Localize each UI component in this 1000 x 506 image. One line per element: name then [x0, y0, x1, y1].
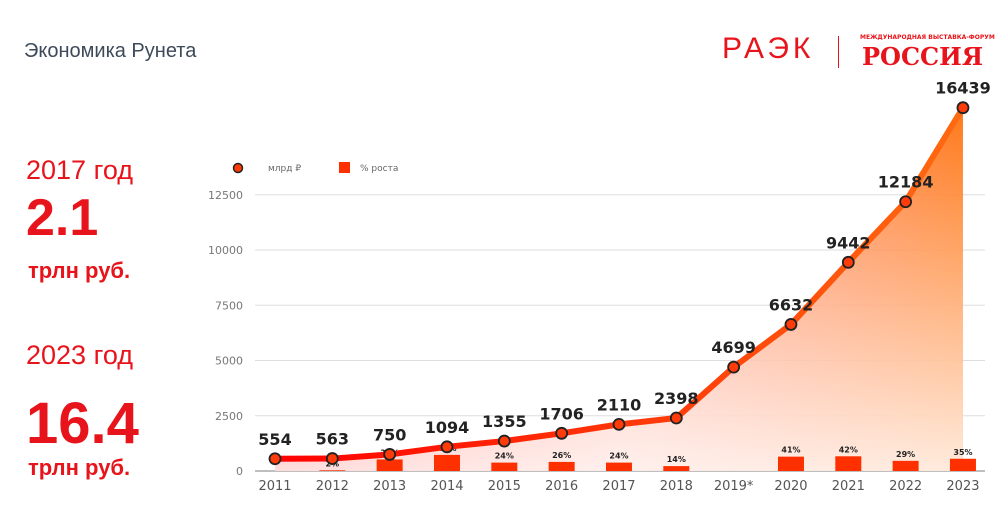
legend: млрд ₽ % роста	[210, 162, 398, 174]
data-point	[841, 255, 855, 269]
area-fade	[275, 107, 963, 472]
data-point	[669, 411, 683, 425]
x-tick-label: 2012	[316, 479, 349, 494]
stat-year-2017: 2017 год	[26, 155, 133, 185]
growth-bar	[835, 456, 862, 471]
page-title: Экономика Рунета	[24, 40, 197, 62]
data-label: 563	[316, 430, 349, 449]
data-point	[956, 101, 970, 115]
data-point	[440, 440, 454, 454]
data-point	[325, 452, 339, 465]
x-tick-label: 2016	[545, 479, 578, 494]
data-label: 2110	[597, 395, 642, 414]
growth-bar	[491, 462, 518, 471]
russia-logo: РОССИЯ	[862, 42, 983, 71]
y-tick-label: 0	[236, 465, 243, 478]
data-label: 750	[373, 425, 406, 444]
y-tick-label: 7500	[215, 299, 243, 312]
data-label: 1094	[425, 418, 470, 437]
x-tick-label: 2019*	[714, 479, 754, 494]
growth-bar-label: 14%	[667, 455, 686, 464]
data-point	[555, 426, 569, 440]
growth-bar	[433, 454, 460, 471]
legend-label-bar: % роста	[360, 164, 398, 174]
data-label: 12184	[878, 173, 934, 192]
data-label: 9442	[826, 233, 871, 252]
y-tick-label: 5000	[215, 355, 243, 368]
y-tick-label: 2500	[215, 410, 243, 423]
x-tick-label: 2011	[258, 479, 291, 494]
growth-bar	[777, 456, 804, 471]
growth-bar-label: 26%	[552, 451, 571, 460]
growth-bar	[663, 466, 690, 471]
data-point	[784, 318, 798, 331]
x-tick-label: 2013	[373, 479, 406, 494]
growth-bar-label: 29%	[896, 450, 915, 459]
growth-bar-label: 24%	[495, 452, 514, 461]
legend-bar-swatch	[339, 162, 350, 173]
data-label: 16439	[935, 79, 991, 98]
stat-unit-2017: трлн руб.	[28, 258, 131, 283]
russia-logo-subtitle: МЕЖДУНАРОДНАЯ ВЫСТАВКА-ФОРУМ	[860, 34, 995, 41]
data-point	[612, 417, 626, 431]
x-tick-label: 2023	[946, 479, 979, 494]
data-label: 4699	[711, 338, 756, 357]
growth-bar-label: 42%	[839, 445, 858, 454]
growth-bar	[605, 462, 632, 471]
x-tick-label: 2017	[602, 479, 635, 494]
growth-bar-label: 41%	[781, 446, 800, 455]
raek-logo: РАЭК	[722, 32, 815, 65]
data-point	[383, 448, 397, 461]
data-point	[727, 360, 741, 374]
logo-divider	[838, 36, 839, 68]
x-tick-label: 2021	[832, 479, 865, 494]
y-tick-label: 10000	[208, 244, 243, 257]
data-label: 2398	[654, 389, 699, 408]
data-label: 6632	[769, 295, 814, 314]
x-tick-label: 2020	[774, 479, 807, 494]
stat-value-2023: 16.4	[26, 391, 139, 456]
x-tick-label: 2022	[889, 479, 922, 494]
data-point	[268, 452, 282, 466]
legend-marker	[232, 162, 244, 174]
growth-bar	[949, 458, 976, 471]
data-point	[899, 195, 913, 209]
growth-bar-label: 24%	[609, 452, 628, 461]
growth-bar	[548, 461, 575, 471]
growth-bar	[376, 459, 403, 471]
growth-bar	[892, 460, 919, 471]
x-tick-label: 2018	[660, 479, 693, 494]
data-point	[497, 434, 511, 448]
stat-value-2017: 2.1	[26, 189, 99, 247]
x-tick-label: 2014	[430, 479, 463, 494]
stat-year-2023: 2023 год	[26, 340, 133, 370]
x-tick-label: 2015	[488, 479, 521, 494]
data-label: 1706	[539, 404, 584, 423]
legend-label-line: млрд ₽	[268, 164, 301, 174]
growth-bar	[319, 470, 346, 471]
stat-unit-2023: трлн руб.	[28, 455, 131, 480]
data-label: 554	[258, 430, 291, 449]
data-label: 1355	[482, 412, 527, 431]
growth-bar-label: 35%	[953, 448, 972, 457]
y-tick-label: 12500	[208, 189, 243, 202]
